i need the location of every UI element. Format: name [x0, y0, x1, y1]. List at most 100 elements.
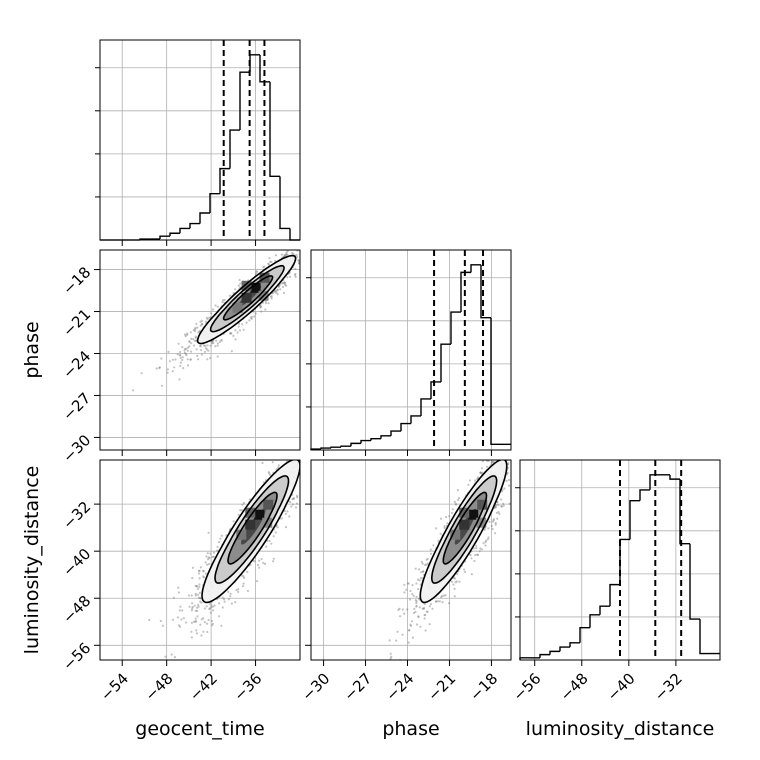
- sample-point: [202, 630, 205, 633]
- sample-point: [277, 285, 280, 288]
- sample-point: [302, 456, 304, 458]
- sample-point: [237, 588, 240, 591]
- sample-point: [220, 624, 223, 627]
- sample-point: [417, 568, 421, 571]
- sample-point: [199, 324, 202, 327]
- sample-point: [190, 621, 193, 624]
- sample-point: [303, 496, 305, 498]
- sample-point: [223, 298, 226, 302]
- sample-point: [238, 329, 242, 332]
- sample-point: [199, 600, 202, 603]
- sample-point: [495, 506, 498, 509]
- sample-point: [182, 367, 185, 370]
- sample-point: [194, 328, 197, 331]
- density-contour-line: [419, 460, 508, 604]
- sample-point: [179, 354, 182, 357]
- sample-point: [200, 323, 204, 326]
- sample-point: [206, 563, 209, 566]
- sample-point: [453, 577, 456, 580]
- sample-point: [176, 353, 179, 356]
- sample-point: [262, 266, 265, 269]
- sample-point: [289, 501, 292, 504]
- sample-point: [167, 350, 170, 353]
- histogram-bin: [480, 264, 491, 319]
- sample-point: [281, 282, 285, 285]
- histogram-bin: [239, 71, 250, 131]
- sample-point: [184, 352, 187, 355]
- sample-point: [284, 284, 288, 287]
- sample-point: [405, 588, 408, 591]
- sample-point: [479, 547, 482, 550]
- sample-point: [240, 509, 243, 512]
- sample-point: [308, 465, 310, 467]
- density-peak-block: [241, 280, 252, 291]
- sample-point: [194, 592, 197, 596]
- sample-point: [513, 458, 515, 460]
- sample-point: [261, 461, 264, 465]
- sample-point: [183, 333, 186, 336]
- sample-point: [181, 609, 184, 612]
- sample-point: [302, 493, 304, 495]
- sample-point: [476, 553, 479, 556]
- scatter-panel-phase-vs-luminosity_distance: [305, 453, 516, 666]
- sample-point: [491, 520, 494, 523]
- sample-point: [510, 453, 512, 455]
- y-axis-label: phase: [21, 321, 43, 378]
- sample-point: [288, 515, 291, 518]
- sample-point: [253, 315, 256, 318]
- sample-point: [491, 461, 494, 464]
- sample-point: [492, 519, 495, 522]
- sample-point: [409, 623, 412, 626]
- sample-point: [414, 610, 417, 614]
- sample-point: [186, 333, 189, 336]
- sample-point: [210, 340, 213, 343]
- sample-point: [492, 457, 494, 459]
- density-peak-block: [450, 529, 461, 540]
- sample-point: [480, 467, 484, 470]
- sample-point: [286, 247, 288, 249]
- histogram-bin: [609, 583, 620, 607]
- sample-point: [295, 253, 298, 256]
- sample-point: [204, 347, 207, 350]
- sample-point: [431, 607, 434, 610]
- sample-point: [292, 497, 296, 500]
- sample-point: [411, 636, 414, 639]
- sample-point: [503, 454, 505, 456]
- sample-point: [206, 358, 209, 361]
- sample-point: [177, 342, 180, 345]
- sample-point: [477, 476, 480, 479]
- sample-point: [178, 624, 181, 627]
- histogram-bin: [669, 474, 680, 480]
- sample-point: [232, 292, 235, 295]
- sample-point: [218, 615, 221, 618]
- sample-point: [319, 443, 321, 445]
- sample-point: [211, 308, 215, 311]
- sample-point: [242, 582, 245, 585]
- sample-point: [195, 322, 198, 325]
- sample-point: [293, 456, 295, 458]
- sample-point: [514, 462, 516, 464]
- sample-point: [290, 505, 293, 508]
- sample-point: [401, 633, 404, 636]
- sample-point: [190, 337, 193, 340]
- sample-point: [429, 603, 432, 606]
- sample-point: [445, 515, 448, 519]
- sample-point: [228, 294, 231, 297]
- sample-point: [507, 462, 510, 465]
- sample-point: [254, 272, 257, 275]
- sample-point: [203, 350, 206, 353]
- sample-point: [312, 245, 314, 247]
- density-peak-block: [459, 519, 470, 530]
- histogram-bin: [549, 650, 560, 655]
- sample-point: [277, 464, 280, 467]
- sample-point: [177, 586, 180, 589]
- sample-point: [207, 556, 210, 559]
- sample-point: [209, 552, 212, 555]
- sample-point: [234, 329, 237, 332]
- sample-point: [421, 562, 424, 565]
- sample-point: [239, 282, 242, 285]
- sample-point: [289, 275, 292, 278]
- sample-point: [191, 605, 194, 609]
- sample-point: [283, 281, 286, 284]
- sample-point: [208, 607, 211, 610]
